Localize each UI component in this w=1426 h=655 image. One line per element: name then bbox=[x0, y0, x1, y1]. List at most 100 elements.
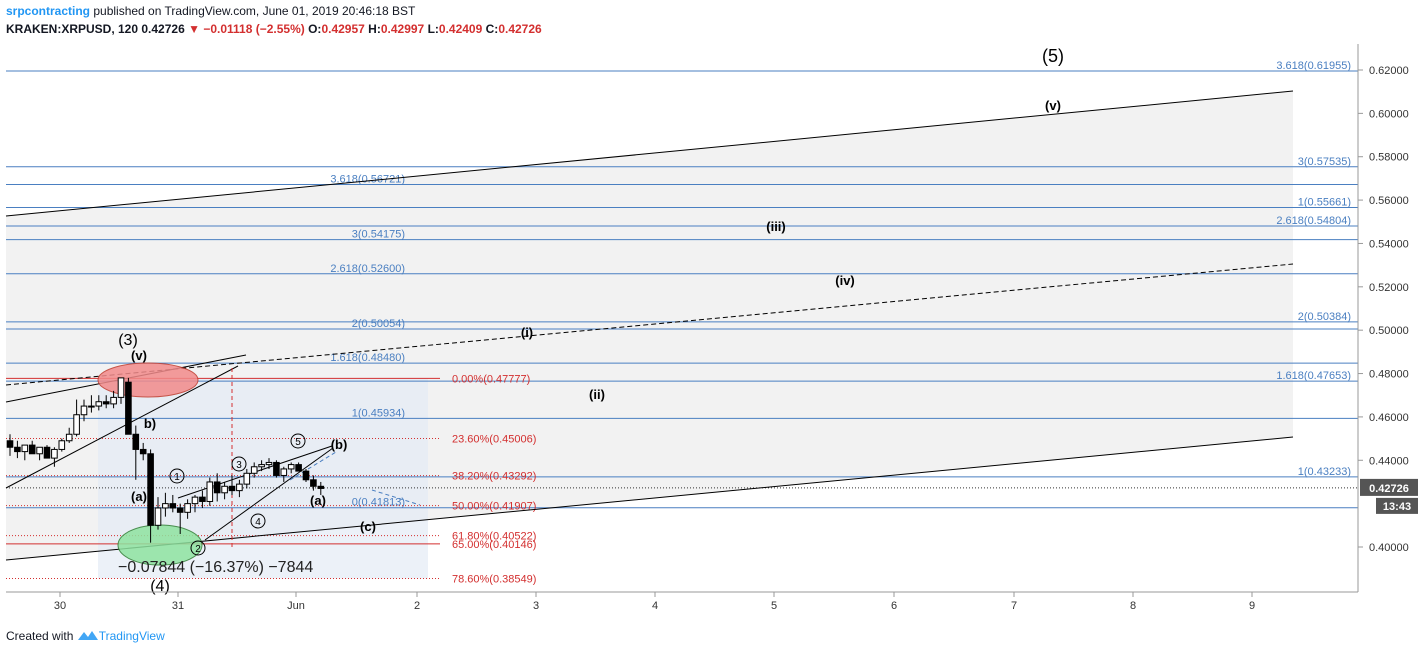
ohlc-line: KRAKEN:XRPUSD, 120 0.42726 ▼ −0.01118 (−… bbox=[6, 22, 542, 36]
channel-upper-line bbox=[5, 90, 1294, 217]
high-value: 0.42997 bbox=[380, 22, 425, 36]
wave-label: (b) bbox=[331, 437, 348, 452]
wave-label: (c) bbox=[360, 519, 376, 534]
fib-retrace-label: 61.80%(0.40522) bbox=[452, 531, 536, 543]
wave-label: (v) bbox=[1045, 98, 1061, 113]
candle-body bbox=[176, 507, 184, 513]
price-tick-label: 0.40000 bbox=[1369, 542, 1409, 554]
top-ellipse bbox=[97, 362, 199, 398]
candle-body bbox=[258, 464, 265, 468]
price-tick-label: 0.50000 bbox=[1369, 325, 1409, 337]
candle-body bbox=[213, 481, 221, 494]
wave-label: (v) bbox=[131, 348, 147, 363]
fib-retrace-label: 0.00%(0.47777) bbox=[452, 373, 530, 385]
candle-body bbox=[199, 496, 206, 502]
publish-text: published on TradingView.com, June 01, 2… bbox=[90, 4, 416, 18]
price-tick-label: 0.48000 bbox=[1369, 369, 1409, 381]
price-tick-label: 0.56000 bbox=[1369, 195, 1409, 207]
candle-body bbox=[65, 433, 73, 442]
time-tick-label: 4 bbox=[652, 600, 658, 612]
wave-circle-label: 5 bbox=[295, 437, 301, 448]
candle-body bbox=[184, 503, 191, 513]
candle-body bbox=[36, 446, 43, 455]
time-tick-label: Jun bbox=[287, 600, 305, 612]
candle-body bbox=[265, 461, 273, 466]
wave-label: (i) bbox=[521, 325, 533, 340]
fib-extension-label: 3(0.54175) bbox=[352, 229, 405, 241]
tradingview-logo-icon bbox=[77, 631, 98, 640]
candle-body bbox=[51, 448, 58, 459]
candle-body bbox=[43, 446, 51, 459]
wedge-lower-line bbox=[204, 447, 334, 541]
wave-circle-label: 4 bbox=[255, 517, 261, 528]
open-label: O: bbox=[308, 22, 322, 36]
candle-body bbox=[28, 444, 36, 455]
fib-retrace-label: 38.20%(0.43292) bbox=[452, 471, 536, 483]
measure-text: −0.07844 (−16.37%) −7844 bbox=[118, 559, 313, 576]
candle-body bbox=[310, 479, 317, 487]
candle-body bbox=[95, 401, 103, 407]
close-value: 0.42726 bbox=[498, 22, 542, 36]
tradingview-brand[interactable]: TradingView bbox=[98, 629, 165, 643]
countdown-label: 13:43 bbox=[1383, 501, 1411, 513]
candle-body bbox=[236, 483, 243, 492]
candle-body bbox=[169, 503, 177, 509]
last-price: 0.42726 bbox=[141, 22, 185, 36]
price-badge-label: 0.42726 bbox=[1369, 483, 1409, 495]
candle-body bbox=[132, 433, 140, 450]
high-label: H: bbox=[368, 22, 381, 36]
fib-extension-label: 2.618(0.52600) bbox=[330, 263, 405, 275]
fib-extension-label: 2(0.50054) bbox=[352, 318, 405, 330]
fib-level-label: 1(0.55661) bbox=[1298, 196, 1351, 208]
wave-circle bbox=[250, 513, 266, 529]
wave-circle-label: 1 bbox=[174, 472, 180, 483]
candle-body bbox=[6, 440, 14, 448]
wave-circle-label: 2 bbox=[195, 544, 201, 555]
wave-label: b) bbox=[144, 416, 156, 431]
wave-label: (4) bbox=[150, 578, 170, 595]
fib-level-label: 3.618(0.61955) bbox=[1276, 60, 1351, 72]
candle-body bbox=[317, 485, 325, 489]
fib-level-label: 2.618(0.54804) bbox=[1276, 215, 1351, 227]
fib-extension-label: 0(0.41813) bbox=[352, 497, 405, 509]
wave-label: (5) bbox=[1042, 46, 1064, 66]
low-label: L: bbox=[427, 22, 439, 36]
candle-body bbox=[88, 405, 95, 408]
candle-body bbox=[154, 507, 162, 526]
price-tick-label: 0.60000 bbox=[1369, 108, 1409, 120]
fib-retrace-label: 50.00%(0.41907) bbox=[452, 501, 536, 513]
candle-body bbox=[250, 466, 258, 474]
candle-body bbox=[58, 440, 66, 450]
candle-body bbox=[221, 485, 228, 494]
wave-circle bbox=[190, 540, 206, 556]
price-tick-label: 0.46000 bbox=[1369, 412, 1409, 424]
wave-circle bbox=[169, 468, 185, 484]
author-link[interactable]: srpcontracting bbox=[6, 4, 91, 18]
wave3-lower-line bbox=[5, 365, 239, 489]
wave-label: (iv) bbox=[835, 273, 855, 288]
fib-retrace-label: 23.60%(0.45006) bbox=[452, 433, 536, 445]
price-badge bbox=[1360, 478, 1418, 496]
time-tick-label: 3 bbox=[533, 600, 539, 612]
time-tick-label: 30 bbox=[54, 600, 66, 612]
candle-body bbox=[21, 444, 29, 453]
time-tick-label: 2 bbox=[414, 600, 420, 612]
candle-body bbox=[14, 446, 21, 453]
wave-circle bbox=[231, 456, 247, 472]
price-chart[interactable]: 3.618(0.61955) 3(0.57535) 1(0.55661) 2.618(… bbox=[0, 0, 1426, 625]
countdown-badge bbox=[1376, 497, 1418, 514]
fib-level-label: 2(0.50384) bbox=[1298, 311, 1351, 323]
footer: Created with TradingView bbox=[6, 629, 165, 643]
low-value: 0.42409 bbox=[438, 22, 483, 36]
candle-body bbox=[280, 468, 288, 476]
publish-line: srpcontracting published on TradingView.… bbox=[6, 4, 415, 18]
candle-body bbox=[80, 405, 88, 416]
candle-body bbox=[102, 401, 110, 405]
projection-dashed-line bbox=[289, 451, 337, 481]
candle-body bbox=[206, 481, 214, 502]
fib-level-label: 1.618(0.47653) bbox=[1276, 370, 1351, 382]
time-tick-label: 6 bbox=[891, 600, 897, 612]
price-tick-label: 0.62000 bbox=[1369, 65, 1409, 77]
candle-body bbox=[273, 461, 280, 476]
open-value: 0.42957 bbox=[321, 22, 365, 36]
